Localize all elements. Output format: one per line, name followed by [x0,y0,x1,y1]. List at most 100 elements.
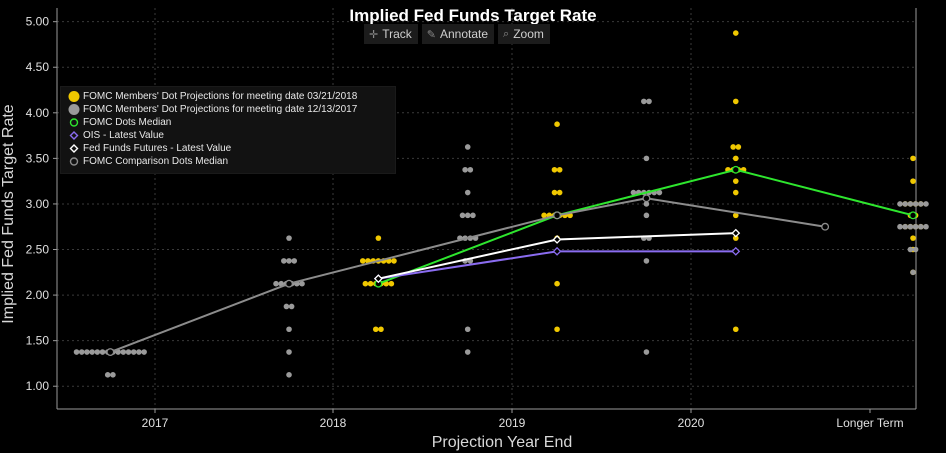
marker-legend-icon [67,142,81,155]
projection-dot [912,201,919,207]
projection-dot [467,166,474,173]
projection-dot [273,280,279,287]
projection-dot [656,189,663,196]
projection-dot [732,212,739,219]
series-marker [821,222,830,231]
projection-dot [459,212,466,219]
projection-dot [299,280,305,287]
projection-dot [378,326,384,333]
zoom-button[interactable]: ⌕ Zoom [498,24,550,44]
projection-dot [281,258,287,264]
chart-toolbar: ✛ Track ✎ Annotate ⌕ Zoom [364,24,550,44]
projection-dot [897,201,903,207]
legend-label: FOMC Comparison Dots Median [83,156,229,167]
marker-legend-icon [67,155,81,168]
projection-dot [732,98,739,105]
marker-legend-icon [67,129,81,142]
y-axis-label: Implied Fed Funds Target Rate [0,104,17,323]
y-tick-label: 4.50 [26,60,50,74]
projection-dot [732,30,739,36]
series-marker [553,211,562,220]
projection-dot [141,349,147,355]
series-marker [909,211,917,220]
y-tick-label: 1.00 [26,379,50,393]
projection-dot [464,144,471,150]
projection-dot [912,246,919,253]
series-marker [106,348,115,356]
dot-legend-icon [67,103,81,116]
projection-dot [89,349,95,355]
projection-dot [643,212,650,219]
projection-dot [362,280,369,287]
projection-dot [910,269,916,276]
x-tick-label: Longer Term [836,416,903,430]
projection-dot [735,144,742,150]
legend-item: FOMC Dots Median [61,116,395,129]
projection-dot [291,258,298,264]
projection-dot [732,178,739,184]
series-marker [552,246,562,256]
projection-dot [78,349,85,355]
annotate-label: Annotate [440,27,489,41]
projection-dot [104,372,111,378]
projection-dot [912,223,919,230]
y-tick-label: 1.50 [26,334,50,348]
projection-dot [541,212,547,219]
legend-item: FOMC Comparison Dots Median [61,155,395,168]
x-tick-label: 2019 [499,416,526,430]
projection-dot [84,349,90,355]
projection-dot [372,326,379,333]
projection-dot [110,372,116,378]
series-marker [731,246,741,256]
chart-title: Implied Fed Funds Target Rate [349,6,597,25]
projection-dot [462,166,468,173]
track-label: Track [382,27,412,41]
legend-item: OIS - Latest Value [61,129,395,142]
x-tick-label: 2017 [142,416,169,430]
projection-dot [732,155,739,162]
projection-dot [630,189,637,196]
projection-dot [359,258,366,264]
projection-dot [286,235,292,241]
projection-dot [918,223,924,230]
projection-dot [556,166,563,173]
track-button[interactable]: ✛ Track [364,24,418,44]
series-marker [552,235,562,244]
zoom-label: Zoom [513,27,544,41]
projection-dot [286,372,292,378]
series-marker [731,165,740,174]
y-tick-label: 5.00 [26,15,50,29]
projection-dot [907,246,914,253]
projection-dot [732,326,739,333]
projection-dot [732,189,739,196]
projection-dot [910,235,916,241]
series-line [378,168,914,285]
projection-dot [73,349,80,355]
projection-dot [286,326,292,333]
legend-label: FOMC Dots Median [83,117,172,128]
projection-dot [643,155,650,162]
projection-dot [283,303,290,310]
projection-dot [464,349,471,355]
legend-label: FOMC Members' Dot Projections for meetin… [83,104,358,115]
x-axis-label: Projection Year End [432,434,573,451]
series-layer [73,30,929,378]
projection-dot [902,223,908,230]
y-tick-label: 3.50 [26,151,50,165]
projection-dot [391,258,397,264]
magnifier-icon: ⌕ [503,27,510,40]
grid [57,8,916,409]
y-tick-label: 2.50 [26,243,50,257]
projection-dot [902,201,908,207]
projection-dot [551,166,558,173]
projection-dot [464,189,471,196]
line-series [106,194,830,356]
projection-dot [923,223,929,230]
y-tick-label: 4.00 [26,106,50,120]
projection-dot [923,201,929,207]
projection-dot [907,201,914,207]
annotate-button[interactable]: ✎ Annotate [421,24,495,44]
projection-dot [288,303,295,310]
projection-dot [551,189,558,196]
